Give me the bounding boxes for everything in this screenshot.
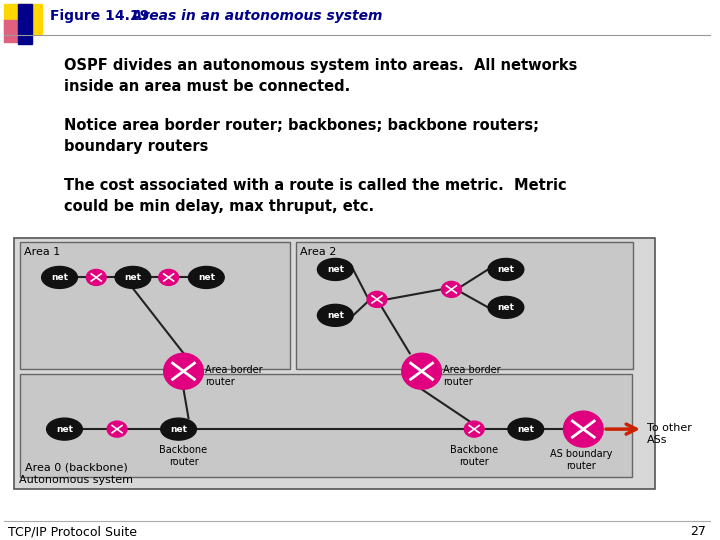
Text: net: net (498, 265, 514, 274)
Ellipse shape (508, 418, 544, 440)
Ellipse shape (488, 296, 523, 319)
Text: Areas in an autonomous system: Areas in an autonomous system (117, 9, 382, 23)
Text: Figure 14.19: Figure 14.19 (50, 9, 149, 23)
Ellipse shape (163, 353, 203, 389)
Text: net: net (498, 303, 514, 312)
Bar (18, 4, 32, 44)
Text: AS boundary
router: AS boundary router (550, 449, 613, 471)
Ellipse shape (318, 305, 353, 326)
Text: TCP/IP Protocol Suite: TCP/IP Protocol Suite (8, 525, 137, 538)
Text: Area border
router: Area border router (444, 366, 501, 387)
Text: Area border
router: Area border router (205, 366, 263, 387)
Text: Area 2: Area 2 (300, 247, 336, 258)
Ellipse shape (161, 418, 197, 440)
Text: OSPF divides an autonomous system into areas.  All networks
inside an area must : OSPF divides an autonomous system into a… (65, 58, 578, 94)
Ellipse shape (86, 269, 106, 286)
Bar (20, 374, 632, 477)
Bar (20, 241, 289, 369)
Ellipse shape (402, 353, 441, 389)
Ellipse shape (488, 259, 523, 280)
Text: net: net (56, 424, 73, 434)
Ellipse shape (318, 259, 353, 280)
Text: net: net (170, 424, 187, 434)
Ellipse shape (115, 266, 150, 288)
Ellipse shape (367, 292, 387, 307)
Text: 27: 27 (690, 525, 706, 538)
Ellipse shape (42, 266, 77, 288)
Text: net: net (51, 273, 68, 282)
Text: net: net (517, 424, 534, 434)
Bar (4, 20, 30, 42)
Ellipse shape (47, 418, 82, 440)
Text: The cost associated with a route is called the metric.  Metric
could be min dela: The cost associated with a route is call… (65, 178, 567, 214)
Bar (296, 241, 633, 369)
Text: Backbone
router: Backbone router (159, 445, 207, 467)
Ellipse shape (441, 281, 462, 298)
Text: net: net (125, 273, 141, 282)
Ellipse shape (464, 421, 484, 437)
Text: Area 0 (backbone): Area 0 (backbone) (24, 462, 127, 472)
Text: To other
ASs: To other ASs (647, 423, 692, 445)
Text: net: net (327, 265, 344, 274)
Ellipse shape (189, 266, 224, 288)
Text: net: net (327, 311, 344, 320)
Ellipse shape (158, 269, 179, 286)
Ellipse shape (107, 421, 127, 437)
Text: net: net (198, 273, 215, 282)
Bar (14, 238, 654, 489)
Bar (4, 4, 42, 34)
Ellipse shape (564, 411, 603, 447)
Text: Notice area border router; backbones; backbone routers;
boundary routers: Notice area border router; backbones; ba… (65, 118, 539, 154)
Text: Area 1: Area 1 (24, 247, 60, 258)
Text: Backbone
router: Backbone router (450, 445, 498, 467)
Text: Autonomous system: Autonomous system (19, 475, 133, 485)
